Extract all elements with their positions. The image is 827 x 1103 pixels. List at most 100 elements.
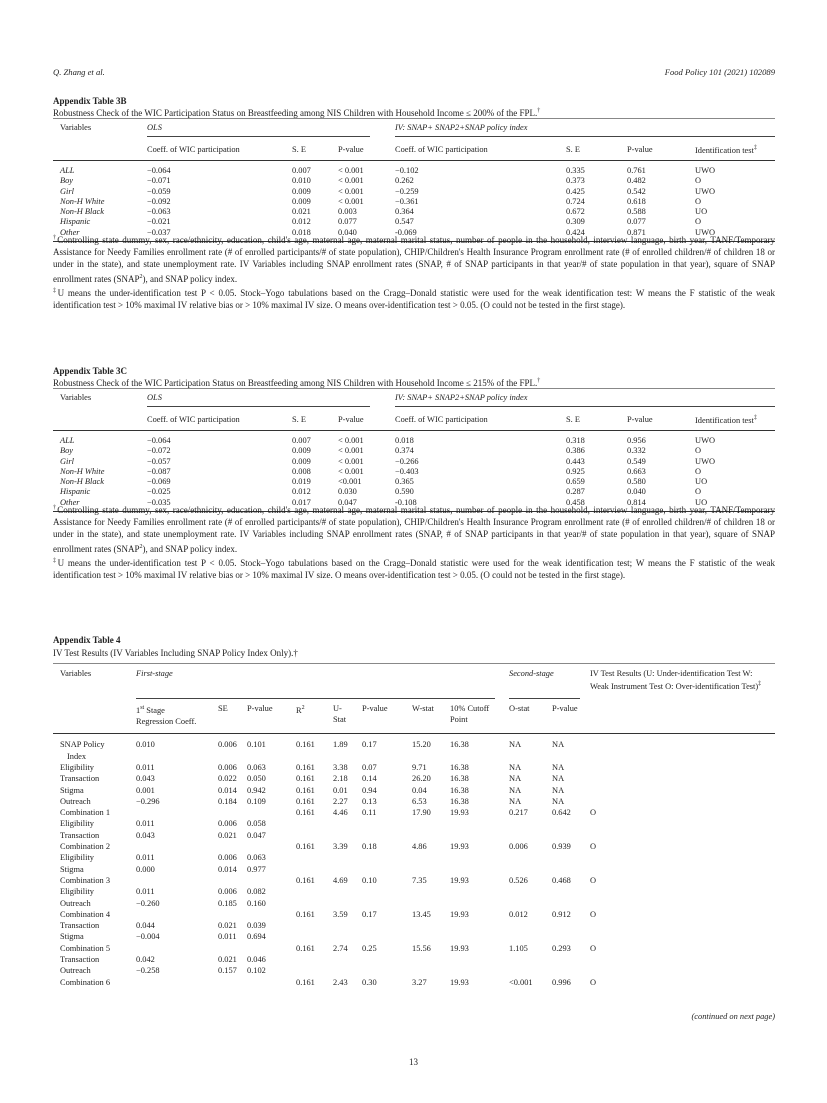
cell: 0.161 [296,875,315,885]
cell [450,852,509,863]
col-header-p-value: P-value [362,704,388,713]
table-row: Other −0.037 0.018 0.040 -0.069 0.424 0.871 UWO [53,227,776,242]
cell: <0.001 [338,477,362,487]
col-header-label: S. E [292,145,306,154]
cell [590,773,775,784]
cell: 0.046 [247,955,266,965]
cell: 0.043 [136,830,155,840]
cell: 0.912 [552,909,571,919]
cell: 0.011 [218,932,237,942]
cell: 0.161 [296,774,315,784]
col-header-u-stat: U-Stat [333,704,347,725]
cell: 0.30 [362,977,377,987]
cell [247,807,296,818]
row-label: Non-H Black [60,207,104,217]
cell: 4.46 [333,808,348,818]
cell: 0.101 [247,740,266,750]
cell [450,886,509,897]
cell [450,954,509,965]
cell: NA [552,785,565,795]
cell [136,841,218,852]
cell [333,954,362,965]
cell: 0.161 [296,796,315,806]
cell [333,852,362,863]
row-label: Combination 1 [60,808,111,818]
table-row: Girl −0.057 0.009 < 0.001 −0.266 0.443 0.549 UW… [53,457,775,467]
cell: NA [509,796,522,806]
cell: 0.14 [362,774,377,784]
cell [509,852,552,863]
row-label: Other [60,497,80,507]
cell [362,965,412,976]
cell: 0.011 [136,887,155,897]
row-label: Combination 3 [60,875,111,885]
cell: 0.17 [362,909,377,919]
table-row: Non-H White −0.087 0.008 < 0.001 −0.403 0.925… [53,467,775,477]
cell [247,875,296,886]
cell: 0.011 [136,819,155,829]
table-row: Other −0.035 0.017 0.047 -0.108 0.458 0.814 UO [53,497,776,512]
cell: 0.287 [566,487,585,497]
cell: 0.077 [338,217,357,227]
cell: NA [552,796,565,806]
cell: 1.105 [509,943,528,953]
cell: 0.109 [247,796,266,806]
cell: 0.102 [247,966,266,976]
row-label: ALL [60,166,75,175]
cell: UWO [695,166,716,175]
col-header-label: S. E [292,415,306,424]
cell: 2.74 [333,943,348,953]
cell: 2.27 [333,796,348,806]
cell: 19.93 [450,909,469,919]
cell: 0.332 [627,446,646,456]
caption-text: Robustness Check of the WIC Participatio… [53,378,538,388]
cell: 0.043 [136,774,155,784]
cell: -0.069 [395,227,417,237]
cell: 0.443 [566,456,585,466]
cell: < 0.001 [338,436,364,445]
row-label: Non-H White [60,466,105,476]
cell [590,796,775,807]
row-label: Combination 2 [60,842,111,852]
cell [450,920,509,931]
footnote-text: U means the under-identification test P … [53,557,775,581]
cell: 0.942 [247,785,266,795]
cell: 0.588 [627,207,646,217]
cell [590,864,775,875]
cell [552,818,590,829]
cell [296,864,333,875]
cell: 0.871 [627,227,646,237]
cell [296,886,333,897]
table4-title: Appendix Table 4 [53,635,121,645]
cell: 0.672 [566,207,585,217]
cell: <0.001 [509,977,533,987]
cell: 15.20 [412,740,431,750]
row-label: Stigma [60,864,84,874]
cell: UWO [695,436,716,445]
cell [333,818,362,829]
cell [509,965,552,976]
cell: 16.38 [450,785,469,795]
cell: −0.063 [147,207,171,217]
cell [362,931,412,942]
cell [509,830,552,841]
cell [412,886,450,897]
cell: UWO [695,456,716,466]
cell [333,830,362,841]
cell: 0.956 [627,436,646,445]
cell: 0.365 [395,477,414,487]
table-footnotes: †Controlling state dummy, sex, race/ethn… [53,232,775,311]
cell: 0.590 [395,487,414,497]
cell: 0.161 [296,943,315,953]
cell [296,920,333,931]
cell: 0.161 [296,977,315,987]
cell: UO [695,497,708,507]
cell [552,931,590,942]
footnote-mark: ‡ [758,681,762,688]
caption-footnote-mark: † [537,108,541,114]
table-row: Eligibility 0.011 0.006 0.063 [53,852,775,863]
cell: 0.011 [136,853,155,863]
cell: 0.047 [247,830,266,840]
header-row: Coeff. of WIC participation S. E P-value Co… [53,413,776,431]
cell: O [695,487,702,497]
